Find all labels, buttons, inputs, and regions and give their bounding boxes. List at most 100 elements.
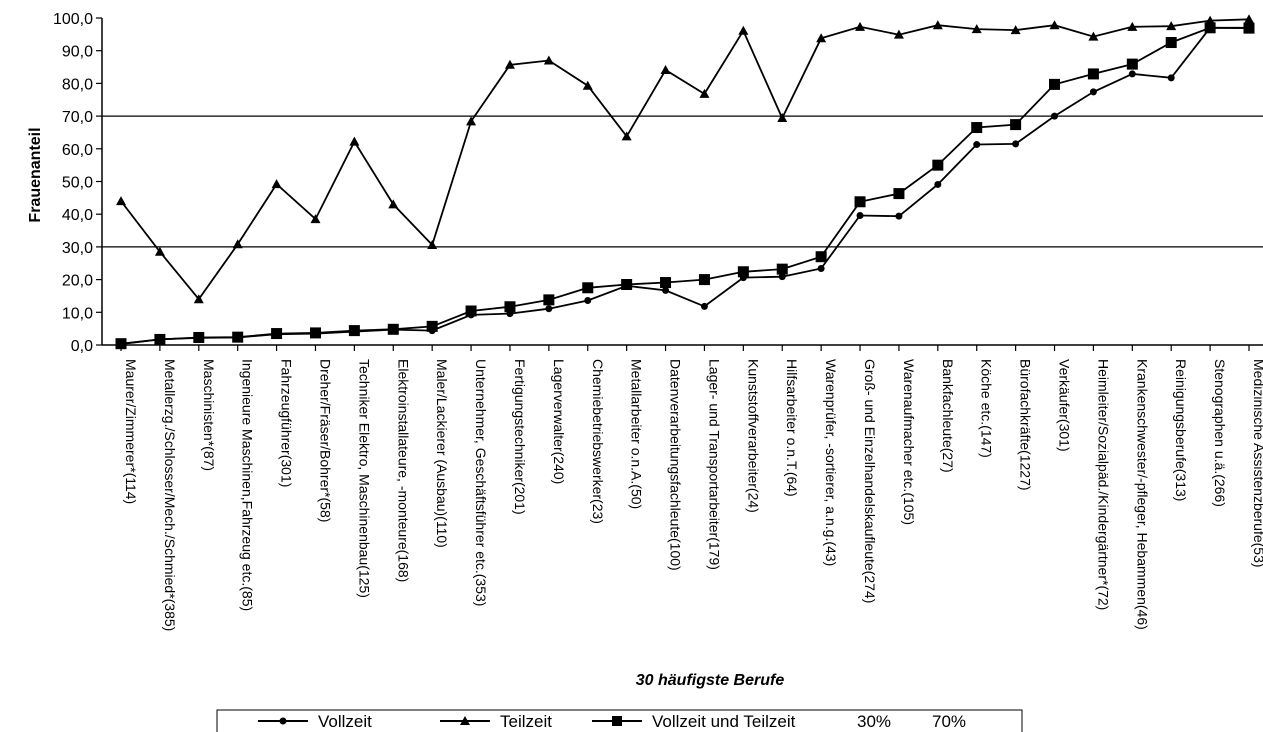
data-point-triangle [855,21,866,31]
data-point-triangle [1010,25,1021,35]
data-point-square [737,266,749,278]
data-point-square [154,333,166,345]
data-point-triangle [1049,20,1060,30]
data-point-square [1126,58,1138,70]
y-tick-label: 40,0 [62,207,93,224]
data-point-triangle [738,25,749,35]
data-point-square [776,263,788,275]
y-axis: 0,0 10,0 20,0 30,0 40,0 50,0 60,0 70,0 80,0 90,0 1… [53,11,102,355]
x-tick-label: Fahrzeugführer(301) [279,359,295,487]
data-point-triangle [582,80,593,90]
y-tick-label: 90,0 [62,44,93,61]
legend-triangle-marker [460,716,470,725]
data-point-square [115,338,127,350]
data-point-square [932,159,944,171]
x-tick-label: Chemiebetriebswerker(23) [590,359,606,524]
x-axis: Maurer/Zimmerer*(114) Metallerzg./Schloss… [120,345,1263,631]
data-point-triangle [893,29,904,39]
x-tick-label: Medizinische Assistenzberufe(53) [1251,359,1263,568]
legend: Vollzeit Teilzeit Vollzeit und Teilzeit … [216,709,1023,732]
data-point-triangle [1088,31,1099,41]
data-point-circle [1051,112,1059,120]
legend-teilzeit-label: Teilzeit [500,712,552,731]
data-point-triangle [504,59,515,69]
series-line-circle [120,26,1249,345]
data-point-triangle [1127,21,1138,31]
y-tick-label: 0,0 [71,338,93,355]
x-tick-label: Metallerzg./Schlosser/Mech./Schmied*(385… [162,359,178,631]
data-point-triangle [660,64,671,74]
data-point-square [1243,22,1255,34]
x-tick-label: Datenverarbeitungsfachleute(100) [668,359,684,571]
y-tick-label: 50,0 [62,175,93,192]
series-line-triangle [120,18,1250,301]
data-point-circle [856,212,864,220]
data-point-circle [1089,88,1097,96]
data-point-triangle [1166,21,1177,31]
x-tick-label: Ingenieure Maschinen,Fahrzeug etc.(85) [240,359,256,611]
y-tick-label: 10,0 [62,305,93,322]
data-point-circle [545,305,553,313]
legend-vollzeit-label: Vollzeit [318,712,372,731]
x-tick-label: Reinigungsberufe(313) [1173,359,1189,501]
data-point-triangle [466,116,477,126]
data-point-square [543,294,555,306]
reference-lines [102,115,1263,248]
data-point-square [582,282,594,294]
data-point-square [1165,37,1177,49]
x-tick-label: Stenographen u.ä.(266) [1212,359,1228,507]
data-point-square [426,320,438,332]
legend-70-label: 70% [932,712,966,731]
x-tick-label: Krankenschwester/-pfleger, Hebammen(46) [1134,359,1150,630]
x-tick-label: Unternehmer, Geschäftsführer etc.(353) [473,359,489,606]
data-point-square [1087,68,1099,80]
legend-square-marker [612,716,622,726]
data-point-triangle [271,179,282,189]
data-point-circle [1167,74,1175,82]
data-point-triangle [932,20,943,30]
y-tick-label: 60,0 [62,142,93,159]
data-point-square [193,331,205,343]
x-tick-label: Maschinisten*(87) [201,359,217,471]
data-point-triangle [816,33,827,43]
x-tick-label: Heimleiter/Sozialpäd./Kindergärtner*(72) [1095,359,1111,610]
x-tick-label: Bürofachkräfte(1227) [1018,359,1034,491]
data-point-square [271,328,283,340]
data-point-triangle [777,113,788,123]
data-point-triangle [154,246,165,256]
y-tick-label: 100,0 [53,11,93,28]
data-point-triangle [543,55,554,65]
x-tick-label: Maler/Lackierer (Ausbau)(110) [434,359,450,548]
data-point-circle [1128,70,1136,78]
data-point-circle [934,180,942,188]
data-point-square [893,188,905,200]
x-tick-label: Dreher/Fräser/Bohrer*(58) [317,359,333,522]
data-point-square [698,274,710,286]
data-point-triangle [310,214,321,224]
data-point-square [815,251,827,263]
x-tick-label: Metallarbeiter o.n.A.(50) [629,359,645,509]
x-tick-label: Lagerverwalter(240) [551,359,567,484]
data-point-square [465,305,477,317]
data-point-triangle [116,196,126,206]
legend-combined-label: Vollzeit und Teilzeit [652,712,796,731]
data-point-square [660,277,672,289]
x-tick-label: Bankfachleute(27) [940,359,956,473]
data-point-square [504,301,516,313]
x-tick-label: Warenprüfer, -sortierer, a.n.g.(43) [823,359,839,566]
data-point-circle [895,212,903,220]
series [115,14,1255,350]
data-point-square [1010,119,1022,131]
data-point-triangle [427,239,438,249]
data-point-triangle [388,199,399,209]
data-point-circle [1012,140,1020,148]
data-point-circle [662,286,670,294]
y-tick-label: 30,0 [62,240,93,257]
data-point-triangle [699,88,710,98]
y-tick-label: 70,0 [62,109,93,126]
x-tick-label: Kunststoffverarbeiter(24) [745,359,761,513]
x-tick-label: Hilfsarbeiter o.n.T.(64) [784,359,800,497]
data-point-triangle [621,131,632,141]
data-point-circle [700,302,708,310]
